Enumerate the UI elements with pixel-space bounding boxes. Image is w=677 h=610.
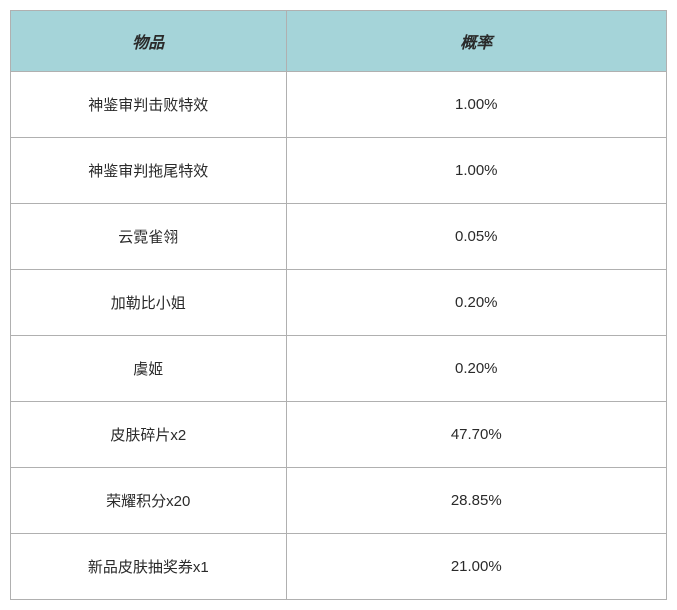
cell-probability: 28.85% <box>286 468 666 534</box>
cell-item: 云霓雀翎 <box>11 204 287 270</box>
cell-probability: 47.70% <box>286 402 666 468</box>
cell-item: 神鉴审判拖尾特效 <box>11 138 287 204</box>
table-row: 荣耀积分x20 28.85% <box>11 468 667 534</box>
table-row: 加勒比小姐 0.20% <box>11 270 667 336</box>
cell-probability: 0.05% <box>286 204 666 270</box>
header-item: 物品 <box>11 11 287 72</box>
cell-item: 皮肤碎片x2 <box>11 402 287 468</box>
probability-table: 物品 概率 神鉴审判击败特效 1.00% 神鉴审判拖尾特效 1.00% 云霓雀翎… <box>10 10 667 600</box>
cell-probability: 1.00% <box>286 138 666 204</box>
table-row: 神鉴审判击败特效 1.00% <box>11 72 667 138</box>
cell-item: 荣耀积分x20 <box>11 468 287 534</box>
table-row: 虞姬 0.20% <box>11 336 667 402</box>
cell-item: 虞姬 <box>11 336 287 402</box>
table-row: 皮肤碎片x2 47.70% <box>11 402 667 468</box>
cell-probability: 21.00% <box>286 534 666 600</box>
table-row: 神鉴审判拖尾特效 1.00% <box>11 138 667 204</box>
cell-item: 新品皮肤抽奖券x1 <box>11 534 287 600</box>
cell-item: 加勒比小姐 <box>11 270 287 336</box>
cell-item: 神鉴审判击败特效 <box>11 72 287 138</box>
header-probability: 概率 <box>286 11 666 72</box>
cell-probability: 0.20% <box>286 270 666 336</box>
cell-probability: 1.00% <box>286 72 666 138</box>
table-header-row: 物品 概率 <box>11 11 667 72</box>
cell-probability: 0.20% <box>286 336 666 402</box>
table-row: 云霓雀翎 0.05% <box>11 204 667 270</box>
table-row: 新品皮肤抽奖券x1 21.00% <box>11 534 667 600</box>
